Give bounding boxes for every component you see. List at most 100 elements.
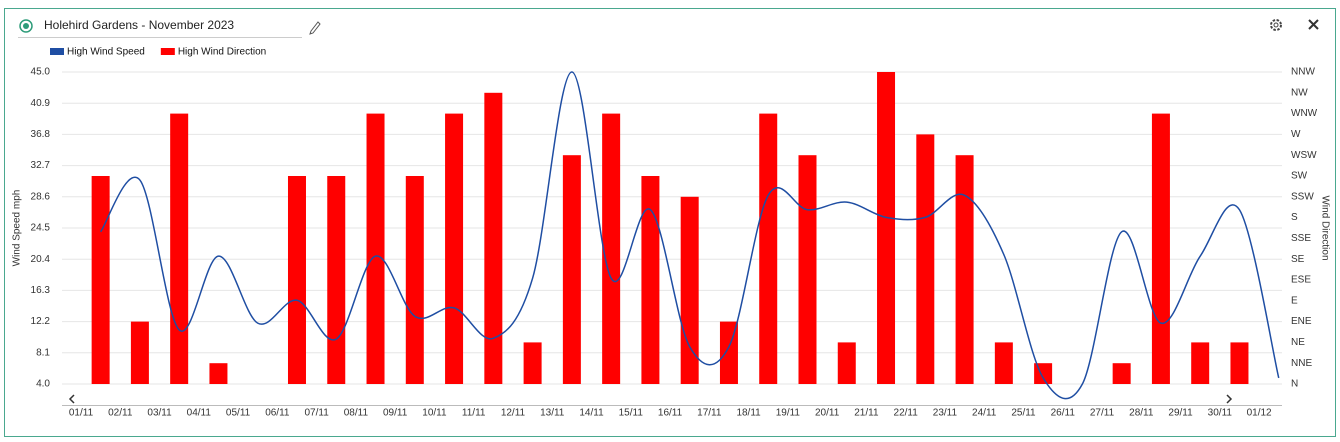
- edit-icon[interactable]: [309, 21, 321, 35]
- bar: [1034, 363, 1053, 384]
- x-tick-label: 13/11: [540, 408, 565, 419]
- x-tick-label: 19/11: [776, 408, 801, 419]
- y-tick-label: 36.8: [31, 129, 51, 140]
- y2-tick-label: ESE: [1291, 275, 1311, 286]
- bar: [994, 342, 1013, 384]
- y2-tick-label: W: [1291, 129, 1301, 140]
- x-tick-label: 05/11: [226, 408, 251, 419]
- bar: [562, 155, 581, 384]
- legend-label: High Wind Direction: [178, 47, 266, 58]
- x-tick-label: 03/11: [147, 408, 172, 419]
- scroll-right[interactable]: [1226, 394, 1233, 404]
- bar: [405, 176, 424, 384]
- bar: [130, 321, 149, 384]
- x-tick-label: 22/11: [894, 408, 919, 419]
- widget-frame: [4, 8, 1336, 437]
- bar: [1230, 342, 1249, 384]
- y2-tick-label: NE: [1291, 337, 1305, 348]
- legend-label: High Wind Speed: [67, 47, 145, 58]
- x-tick-label: 28/11: [1129, 408, 1154, 419]
- x-tick-label: 07/11: [304, 408, 329, 419]
- y2-tick-label: N: [1291, 379, 1298, 390]
- bar: [170, 113, 189, 384]
- y-tick-label: 24.5: [31, 223, 51, 234]
- y-tick-label: 4.0: [36, 379, 50, 390]
- y2-tick-label: WSW: [1291, 150, 1317, 161]
- y2-tick-label: SSE: [1291, 233, 1311, 244]
- x-tick-label: 27/11: [1090, 408, 1115, 419]
- bar: [523, 342, 542, 384]
- bar: [91, 176, 110, 384]
- legend-swatch: [50, 48, 64, 55]
- y-tick-label: 16.3: [31, 285, 51, 296]
- y-tick-label: 28.6: [31, 191, 51, 202]
- bar: [366, 113, 385, 384]
- status-dot: [23, 23, 29, 29]
- y-tick-label: 32.7: [31, 160, 51, 171]
- close-icon[interactable]: [1308, 19, 1319, 30]
- y2-tick-label: NNE: [1291, 358, 1312, 369]
- bar: [916, 134, 935, 384]
- scroll-left[interactable]: [68, 394, 75, 404]
- bar: [641, 176, 660, 384]
- x-tick-label: 24/11: [972, 408, 997, 419]
- status-icon: [19, 19, 33, 33]
- x-tick-label: 09/11: [383, 408, 408, 419]
- bar: [1151, 113, 1170, 384]
- bar: [1191, 342, 1210, 384]
- bar: [955, 155, 974, 384]
- x-tick-label: 08/11: [344, 408, 369, 419]
- y2-tick-label: SW: [1291, 171, 1308, 182]
- x-tick-label: 06/11: [265, 408, 290, 419]
- x-tick-label: 04/11: [187, 408, 212, 419]
- x-tick-label: 23/11: [933, 408, 958, 419]
- y2-tick-label: E: [1291, 295, 1298, 306]
- x-tick-label: 17/11: [697, 408, 722, 419]
- y2-tick-label: SE: [1291, 254, 1305, 265]
- bar: [287, 176, 306, 384]
- x-tick-label: 02/11: [108, 408, 133, 419]
- x-tick-label: 21/11: [854, 408, 879, 419]
- y2-tick-label: ENE: [1291, 316, 1312, 327]
- x-tick-label: 01/11: [69, 408, 94, 419]
- x-tick-label: 26/11: [1051, 408, 1076, 419]
- x-tick-label: 20/11: [815, 408, 840, 419]
- bar: [209, 363, 228, 384]
- line: [100, 71, 1280, 400]
- y-tick-label: 45.0: [31, 67, 51, 78]
- x-tick-label: 25/11: [1011, 408, 1036, 419]
- chart-title: Holehird Gardens - November 2023: [44, 18, 234, 32]
- legend-swatch: [160, 48, 175, 55]
- y-tick-label: 40.9: [31, 98, 51, 109]
- x-tick-label: 12/11: [501, 408, 526, 419]
- x-tick-label: 16/11: [658, 408, 683, 419]
- y-axis-title: Wind Speed mph: [12, 190, 23, 267]
- bar: [602, 113, 621, 384]
- bar: [327, 176, 346, 384]
- settings-icon[interactable]: [1270, 19, 1282, 31]
- bar: [484, 92, 503, 385]
- y2-tick-label: NNW: [1291, 67, 1315, 78]
- x-tick-label: 18/11: [736, 408, 761, 419]
- y2-tick-label: NW: [1291, 87, 1308, 98]
- x-tick-label: 29/11: [1168, 408, 1193, 419]
- y2-tick-label: S: [1291, 212, 1298, 223]
- y2-tick-label: WNW: [1291, 108, 1318, 119]
- x-tick-label: 15/11: [619, 408, 644, 419]
- x-tick-label: 14/11: [579, 408, 604, 419]
- y-tick-label: 8.1: [36, 347, 50, 358]
- x-tick-label: 01/12: [1247, 408, 1272, 419]
- bar: [1112, 363, 1131, 384]
- x-tick-label: 11/11: [462, 408, 486, 419]
- bar: [759, 113, 778, 384]
- bar: [798, 155, 817, 384]
- bar: [837, 342, 856, 384]
- x-tick-label: 10/11: [422, 408, 447, 419]
- x-tick-label: 30/11: [1208, 408, 1233, 419]
- y-tick-label: 20.4: [31, 254, 51, 265]
- y2-tick-label: SSW: [1291, 191, 1314, 202]
- bar: [877, 72, 896, 384]
- bar: [445, 113, 464, 384]
- y2-axis-title: Wind Direction: [1319, 195, 1330, 260]
